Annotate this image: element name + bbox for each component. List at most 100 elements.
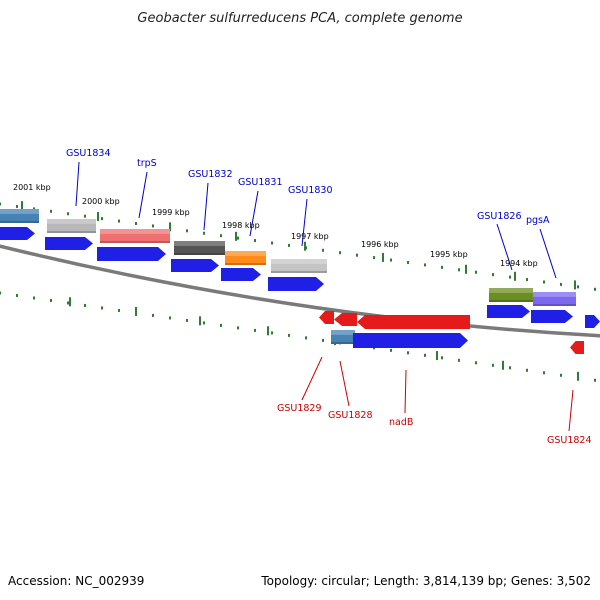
- major-tick: [502, 360, 504, 370]
- label-leader-line: [301, 198, 308, 247]
- gene-labels: GSU1834 trpS GSU1832 GSU1831 GSU1830 GSU1826 p…: [66, 148, 592, 446]
- minor-tick: [101, 306, 103, 310]
- cds-arrow-forward: [0, 227, 35, 240]
- major-tick: [21, 201, 23, 211]
- label-leader-line: [75, 161, 80, 207]
- minor-tick: [373, 256, 375, 260]
- minor-tick: [458, 358, 460, 362]
- feature-tracks: [0, 209, 600, 354]
- cds-arrow-forward: [487, 305, 530, 318]
- minor-tick: [356, 253, 358, 257]
- position-labels: 2001 kbp 2000 kbp 1999 kbp 1998 kbp 1997 kbp…: [13, 183, 538, 268]
- minor-tick: [203, 231, 205, 235]
- minor-tick: [424, 353, 426, 357]
- gene-label-reverse: GSU1829: [277, 403, 322, 414]
- minor-tick: [526, 278, 528, 282]
- minor-tick: [441, 356, 443, 360]
- minor-tick: [33, 296, 35, 300]
- minor-tick: [186, 229, 188, 233]
- cds-arrow-forward: [97, 247, 166, 261]
- cds-arrow-reverse: [319, 311, 334, 324]
- minor-tick: [169, 316, 171, 320]
- accession-label: Accession: NC_002939: [8, 574, 145, 588]
- minor-tick: [0, 291, 1, 295]
- major-tick: [382, 252, 384, 262]
- minor-tick: [543, 371, 545, 375]
- minor-tick: [322, 248, 324, 252]
- major-tick: [577, 371, 579, 381]
- cds-arrow-forward: [353, 333, 468, 348]
- minor-tick: [203, 321, 205, 325]
- minor-tick: [0, 202, 1, 206]
- minor-tick: [509, 366, 511, 370]
- minor-tick: [33, 207, 35, 211]
- minor-tick: [390, 348, 392, 352]
- kbp-label: 2000 kbp: [82, 197, 120, 206]
- gene-label-reverse: GSU1828: [328, 410, 373, 421]
- minor-tick: [458, 268, 460, 272]
- label-leader-line: [339, 360, 350, 407]
- minor-tick: [475, 270, 477, 274]
- minor-tick: [101, 217, 103, 221]
- minor-tick: [594, 378, 596, 382]
- cds-arrow-reverse: [334, 313, 357, 326]
- minor-tick: [16, 204, 18, 208]
- label-leader-line: [203, 182, 209, 231]
- minor-tick: [560, 373, 562, 377]
- minor-tick: [152, 224, 154, 228]
- minor-tick: [152, 313, 154, 317]
- minor-tick: [220, 323, 222, 327]
- minor-tick: [84, 214, 86, 218]
- minor-tick: [577, 285, 579, 289]
- major-tick: [199, 316, 201, 326]
- cds-arrow-forward: [531, 310, 573, 323]
- kbp-label: 2001 kbp: [13, 183, 51, 192]
- kbp-label: 1996 kbp: [361, 240, 399, 249]
- major-tick: [169, 222, 171, 232]
- gene-block: [331, 330, 355, 344]
- minor-tick: [84, 303, 86, 307]
- label-leader-line: [496, 223, 513, 271]
- label-leader-line: [568, 389, 574, 432]
- label-leader-line: [404, 369, 407, 414]
- gene-label-reverse: nadB: [389, 417, 413, 428]
- gene-label-forward: GSU1832: [188, 169, 233, 180]
- cds-arrow-forward: [268, 277, 324, 291]
- label-leader-line: [138, 171, 148, 219]
- minor-tick: [543, 280, 545, 284]
- kbp-label: 1998 kbp: [222, 221, 260, 230]
- minor-tick: [50, 298, 52, 302]
- major-tick: [69, 297, 71, 307]
- minor-tick: [305, 336, 307, 340]
- gene-block: [533, 292, 576, 306]
- minor-tick: [390, 258, 392, 262]
- cds-arrow-forward: [171, 259, 219, 272]
- minor-tick: [271, 241, 273, 245]
- minor-tick: [526, 368, 528, 372]
- minor-tick: [254, 239, 256, 243]
- gene-block: [225, 251, 266, 265]
- minor-tick: [220, 234, 222, 238]
- label-leader-line: [301, 356, 323, 401]
- minor-tick: [407, 260, 409, 264]
- minor-tick: [407, 351, 409, 355]
- minor-tick: [594, 287, 596, 291]
- topology-label: Topology: circular; Length: 3,814,139 bp…: [261, 574, 591, 588]
- minor-tick: [50, 209, 52, 213]
- minor-tick: [118, 219, 120, 223]
- minor-tick: [492, 363, 494, 367]
- kbp-label: 1994 kbp: [500, 259, 538, 268]
- gene-label-reverse: GSU1824: [547, 435, 592, 446]
- cds-arrow-reverse: [357, 315, 470, 329]
- minor-tick: [441, 265, 443, 269]
- gene-block: [0, 209, 39, 223]
- kbp-label: 1997 kbp: [291, 232, 329, 241]
- map-title: Geobacter sulfurreducens PCA, complete g…: [137, 11, 462, 26]
- minor-tick: [288, 243, 290, 247]
- minor-tick: [288, 333, 290, 337]
- major-tick: [436, 351, 438, 361]
- cds-arrow-forward: [585, 315, 600, 328]
- major-tick: [97, 212, 99, 222]
- major-tick: [514, 271, 516, 281]
